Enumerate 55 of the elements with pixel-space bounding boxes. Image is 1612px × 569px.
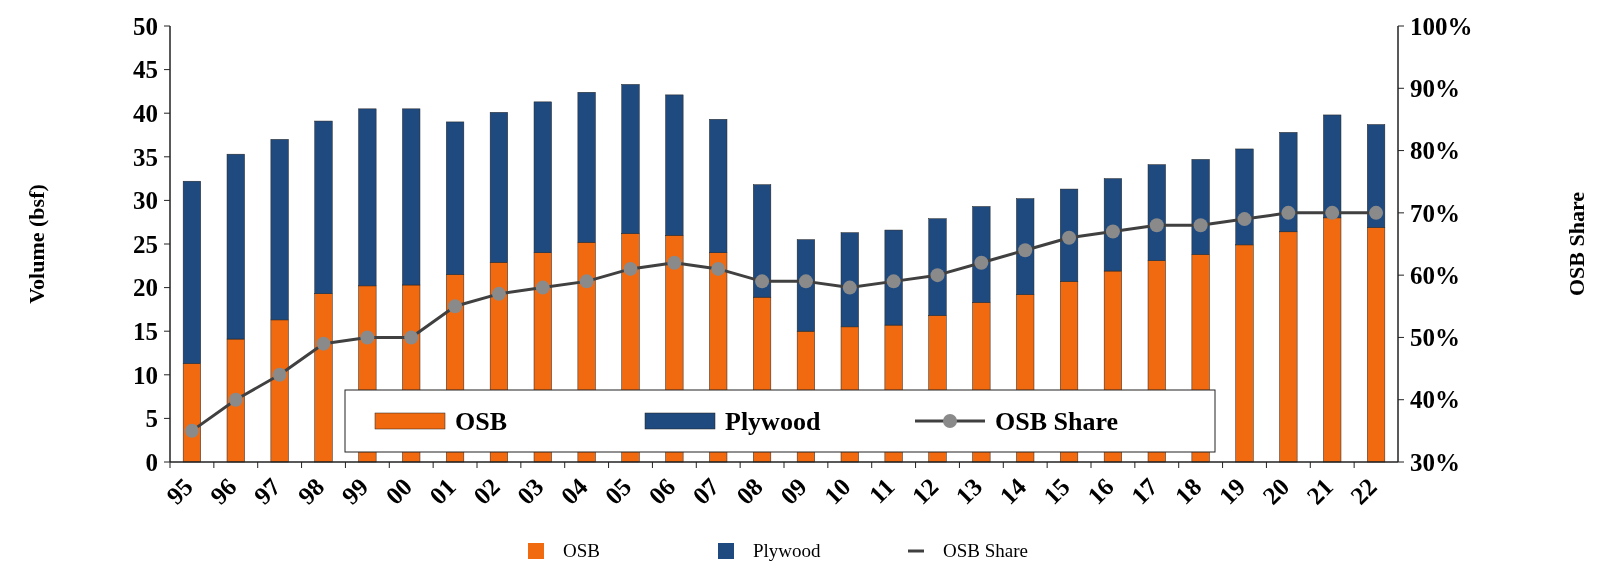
y2-tick-label: 60% <box>1410 261 1460 289</box>
y2-tick-label: 80% <box>1410 137 1460 165</box>
y2-tick-label: 100% <box>1410 12 1473 40</box>
x-tick-label: 05 <box>599 472 637 510</box>
x-tick-label: 17 <box>1125 472 1163 510</box>
x-tick-label: 01 <box>424 472 461 510</box>
x-tick-label: 96 <box>204 472 242 510</box>
x-tick-label: 02 <box>468 472 505 510</box>
x-tick-label: 20 <box>1257 472 1295 510</box>
x-tick-label: 11 <box>863 472 900 509</box>
y-tick-label: 20 <box>133 274 158 302</box>
legend-label: OSB <box>455 407 508 436</box>
text: OSB <box>563 540 600 561</box>
y-tick-label: 10 <box>133 361 158 389</box>
y-tick-label: 25 <box>133 230 158 258</box>
x-tick-label: 99 <box>336 472 374 510</box>
x-tick-label: 21 <box>1301 472 1339 510</box>
y-tick-label: 40 <box>133 99 158 127</box>
x-tick-label: 08 <box>731 472 768 510</box>
x-tick-label: 07 <box>687 472 725 510</box>
y-tick-label: 15 <box>133 317 158 345</box>
x-tick-label: 00 <box>380 472 418 510</box>
x-tick-label: 98 <box>292 472 330 510</box>
legend-label: Plywood <box>725 407 821 436</box>
x-tick-label: 16 <box>1082 472 1119 510</box>
y-tick-label: 50 <box>133 12 158 40</box>
y2-axis-title: OSB Share <box>1564 191 1589 297</box>
x-tick-label: 10 <box>818 472 856 510</box>
y-tick-label: 5 <box>145 405 158 433</box>
x-tick-label: 06 <box>643 472 681 510</box>
x-tick-label: 13 <box>950 472 988 510</box>
y2-tick-label: 40% <box>1410 386 1460 414</box>
x-tick-label: 22 <box>1345 472 1382 510</box>
y2-tick-label: 70% <box>1410 199 1460 227</box>
y-tick-label: 0 <box>145 448 158 476</box>
x-tick-label: 09 <box>775 472 812 510</box>
y2-tick-label: 50% <box>1410 324 1460 352</box>
x-tick-label: 12 <box>906 472 944 510</box>
text: OSB Share <box>943 540 1028 561</box>
y2-tick-label: 30% <box>1410 448 1460 476</box>
x-tick-label: 15 <box>1038 472 1075 510</box>
x-tick-label: 97 <box>248 472 286 510</box>
legend-label: OSB Share <box>995 407 1119 436</box>
x-tick-label: 04 <box>555 472 593 510</box>
y2-tick-label: 90% <box>1410 75 1460 103</box>
y-tick-label: 30 <box>133 187 158 215</box>
y-tick-label: 35 <box>133 143 158 171</box>
x-tick-label: 19 <box>1213 472 1251 510</box>
x-tick-label: 18 <box>1169 472 1207 510</box>
x-tick-label: 95 <box>161 472 198 510</box>
x-tick-label: 14 <box>994 472 1032 510</box>
y-tick-label: 45 <box>133 56 158 84</box>
text: Plywood <box>753 540 821 561</box>
x-tick-label: 03 <box>511 472 549 510</box>
y-axis-title: Volume (bsf) <box>24 184 49 304</box>
